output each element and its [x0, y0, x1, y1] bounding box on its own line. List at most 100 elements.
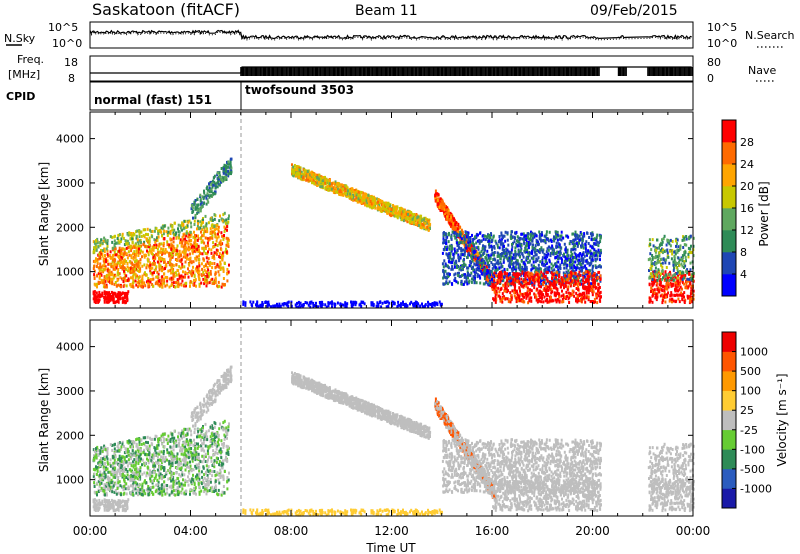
power-cell	[189, 280, 192, 283]
power-cell	[487, 274, 490, 278]
power-cell	[215, 239, 218, 243]
power-cell	[184, 260, 187, 264]
power-cell	[221, 282, 224, 286]
power-cell	[400, 217, 403, 221]
power-cell	[170, 282, 173, 286]
power-cell	[116, 237, 119, 240]
power-cell	[160, 257, 163, 261]
power-cell	[176, 259, 178, 262]
power-cell	[479, 231, 481, 235]
power-cell	[595, 266, 598, 270]
power-cell	[498, 246, 501, 250]
power-cell	[505, 248, 508, 252]
power-cell	[173, 233, 176, 237]
power-cell	[465, 246, 468, 250]
power-cell	[136, 269, 139, 273]
power-cell	[207, 257, 210, 261]
power-cell	[536, 249, 539, 252]
power-cell	[123, 258, 126, 262]
power-cell	[160, 230, 163, 234]
power-cell	[324, 187, 327, 191]
power-cell	[391, 211, 394, 215]
power-cell	[213, 244, 216, 248]
power-cell	[123, 276, 126, 280]
power-cell	[224, 250, 227, 254]
power-cell	[222, 171, 225, 175]
power-cell	[209, 217, 212, 221]
power-cell	[126, 242, 129, 246]
power-cell	[206, 281, 209, 285]
power-cell	[219, 243, 222, 246]
power-cell	[496, 251, 499, 255]
power-cell	[392, 204, 395, 208]
power-cell	[200, 274, 203, 278]
power-cell	[115, 294, 117, 298]
power-cell	[148, 243, 151, 247]
power-cell	[382, 205, 385, 209]
power-cell	[215, 223, 218, 227]
power-cell	[111, 256, 114, 260]
power-cell	[417, 215, 420, 219]
power-cell	[155, 275, 158, 279]
power-cell	[193, 275, 196, 278]
power-cell	[120, 285, 122, 289]
power-cell	[357, 193, 360, 197]
power-cell	[205, 270, 208, 274]
power-cell	[574, 236, 577, 240]
power-cell	[292, 165, 295, 169]
power-cell	[420, 226, 423, 229]
power-cell	[214, 271, 217, 275]
power-cell	[339, 189, 342, 193]
power-cell	[136, 229, 139, 233]
power-cell	[115, 284, 118, 288]
power-cell	[583, 254, 586, 258]
date-title: 09/Feb/2015	[590, 3, 678, 19]
noise-left-tick-top: 10^5	[48, 21, 78, 34]
power-cell	[185, 257, 188, 261]
power-cell	[200, 240, 203, 244]
power-cell	[222, 167, 225, 171]
power-cell	[128, 260, 131, 264]
power-cell	[297, 175, 300, 179]
power-cell	[101, 254, 104, 258]
power-cell	[96, 295, 99, 299]
power-cell	[129, 271, 132, 275]
power-cell	[478, 239, 481, 242]
power-cell	[145, 239, 148, 243]
power-cell	[93, 275, 96, 279]
power-cell	[125, 246, 128, 250]
power-cell	[225, 170, 228, 174]
power-cell	[218, 255, 221, 259]
power-cell	[92, 240, 95, 244]
power-cell	[194, 240, 197, 244]
power-cell	[196, 209, 199, 213]
power-cell	[145, 273, 148, 277]
power-cell	[223, 283, 225, 287]
power-cell	[157, 244, 160, 248]
power-cell	[426, 225, 429, 229]
power-cell	[177, 230, 180, 234]
power-cell	[144, 253, 147, 257]
power-cell	[178, 255, 181, 259]
power-cell	[112, 297, 115, 301]
power-cell	[197, 271, 199, 274]
nave-bars	[240, 67, 693, 76]
power-cell	[93, 282, 96, 286]
power-cell	[167, 261, 170, 264]
power-cell	[144, 228, 147, 232]
power-cell	[206, 252, 209, 256]
power-cell	[96, 258, 99, 262]
power-cell	[217, 249, 219, 253]
power-cell	[110, 270, 113, 274]
power-cell	[514, 249, 517, 253]
power-cell	[535, 253, 538, 257]
power-cell	[120, 256, 123, 260]
power-cell	[134, 276, 137, 279]
power-cell	[219, 260, 222, 264]
power-cell	[545, 282, 548, 286]
power-cell	[203, 241, 206, 245]
power-cell	[120, 293, 122, 296]
power-cell	[142, 228, 145, 232]
power-cell	[209, 232, 212, 235]
power-cell	[157, 253, 160, 257]
